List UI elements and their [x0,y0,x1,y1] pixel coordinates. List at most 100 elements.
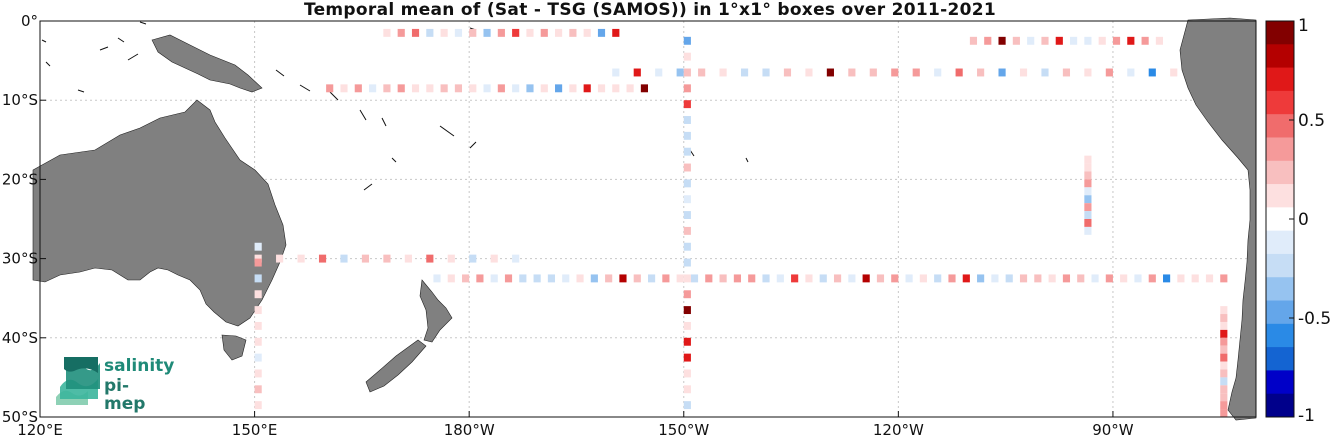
data-cell [1084,155,1092,164]
data-cell [1220,321,1228,330]
data-cell [490,274,498,283]
data-cell [426,254,434,263]
data-cell [984,36,992,45]
data-cell [454,84,463,93]
data-cell [683,258,691,267]
data-cell [469,84,477,93]
data-cell [1220,393,1228,402]
data-cell [1084,195,1092,204]
data-cell [1220,377,1228,386]
data-cell [411,84,420,93]
data-cell [683,84,691,93]
colorbar-tick-label: -1 [1298,406,1315,426]
logo-waves-icon [56,357,100,405]
colorbar: 1 0.5 0 -0.5 -1 [1265,16,1331,426]
data-cell [819,274,827,283]
data-cell [476,274,484,283]
data-cell [426,84,434,93]
data-cell [683,211,691,219]
colorbar-swatch [1266,323,1294,348]
data-cell [254,290,262,299]
map-title: Temporal mean of (Sat - TSG (SAMOS)) in … [303,0,997,20]
colorbar-swatch [1266,277,1294,302]
data-cell [791,274,799,283]
data-cell [297,254,305,263]
land-masses [32,17,1257,421]
colorbar-tick-label: 0.5 [1298,111,1325,131]
data-cell [1148,274,1156,283]
data-cell [1220,329,1228,338]
data-cell [254,369,262,378]
data-cell [569,84,577,93]
data-cell [454,28,463,37]
data-cell [1105,68,1113,77]
data-cell [383,254,391,263]
data-cell [469,254,477,263]
data-cell [1220,345,1228,354]
new-zealand-north-land [419,279,453,343]
data-cell [912,68,920,77]
data-cell [497,84,505,93]
south-america-land [1179,17,1257,421]
data-cell [1127,68,1135,77]
data-cell [991,274,999,283]
data-cell [397,28,405,37]
data-cell [526,28,534,37]
data-cell [648,274,656,283]
data-cell [833,274,842,283]
data-cell [1070,36,1078,45]
data-cell [519,274,527,283]
data-cell [411,28,420,37]
colorbar-swatch [1266,230,1294,255]
data-cell [626,84,634,93]
data-cell [490,254,498,263]
y-tick-label: 30°S [2,250,38,268]
new-guinea-land [151,34,263,93]
data-cell [1177,274,1185,283]
data-cell [555,28,563,37]
data-cell [597,84,606,93]
data-cell [440,28,448,37]
data-cell [547,274,556,283]
data-cell [683,163,691,172]
colorbar-tick-label: -0.5 [1298,309,1331,329]
data-cell [683,306,691,315]
data-cell [1048,274,1056,283]
data-cell [1084,211,1092,219]
data-cell [1105,274,1113,283]
data-cell [1019,68,1028,77]
data-cell [998,68,1006,77]
data-cell [1041,68,1049,77]
data-cell [1191,274,1199,283]
data-cell [683,68,691,77]
data-cell [483,28,491,37]
data-cell [1019,274,1028,283]
data-cell [633,274,641,283]
data-cell [1027,36,1035,45]
data-cell [698,68,706,77]
colorbar-swatch [1266,207,1294,232]
data-cell [254,353,262,362]
data-cell [254,385,262,394]
data-cell [826,68,834,77]
data-cell [555,84,563,93]
colorbar-swatch [1266,253,1294,278]
data-cell [404,254,412,263]
x-tick-label: 120°W [873,421,924,438]
data-cell [805,68,813,77]
data-cell [977,274,985,283]
colorbar-swatch [1266,300,1294,325]
data-cell [612,68,620,77]
data-cell [1220,401,1228,410]
y-tick-label: 0° [21,12,38,30]
data-cell [891,68,899,77]
data-cell [254,306,262,315]
data-cell [633,68,641,77]
data-cell [683,321,691,330]
data-cell [1170,68,1178,77]
data-cell [512,84,520,93]
map-frame [39,20,1257,418]
y-tick-label: 20°S [2,170,38,188]
data-cell [1120,274,1128,283]
y-tick-label: 10°S [2,91,38,109]
